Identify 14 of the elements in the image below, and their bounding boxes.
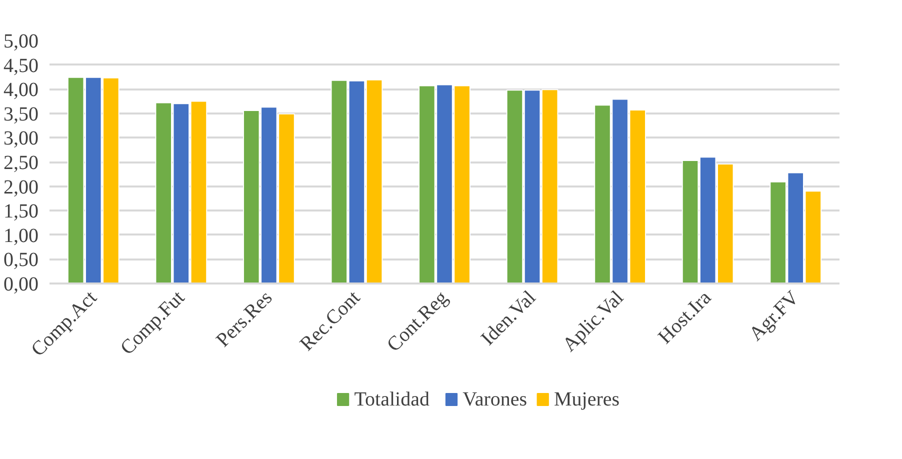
- y-tick-label: 3,50: [4, 103, 38, 126]
- y-tick-label: 3,00: [4, 128, 38, 150]
- y-tick-label: 1,50: [4, 200, 38, 223]
- y-tick-label: 2,50: [4, 152, 38, 174]
- legend-label: Mujeres: [554, 388, 620, 410]
- y-tick-label: 4,00: [4, 79, 38, 102]
- y-tick-label: 2,00: [4, 176, 38, 198]
- y-tick-label: 1,00: [4, 224, 38, 247]
- y-tick-label: 5,00: [4, 30, 38, 52]
- y-tick-label: 0,50: [4, 249, 38, 272]
- y-tick-label: 0,00: [4, 274, 38, 296]
- y-tick-label: 4,50: [4, 54, 38, 77]
- legend-label: Totalidad: [354, 388, 430, 410]
- legend-label: Varones: [462, 388, 528, 410]
